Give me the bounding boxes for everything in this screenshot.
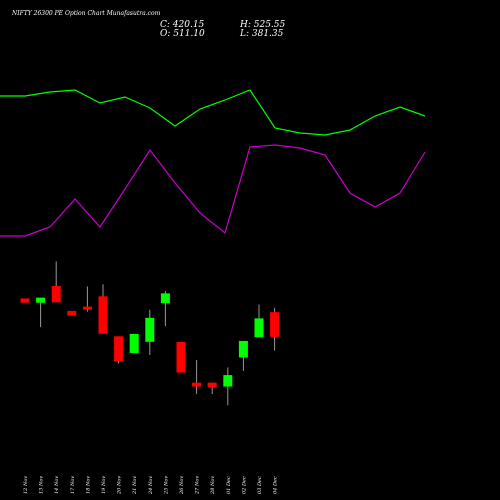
x-tick-label: 13 Nov (39, 476, 45, 494)
candle-body (114, 336, 124, 362)
candle-body (67, 310, 77, 316)
x-tick-label: 19 Nov (101, 476, 107, 494)
candle-body (270, 312, 280, 337)
x-tick-label: 21 Nov (132, 476, 138, 495)
ohlc-open: O: 511.10 (160, 29, 205, 39)
green-indicator-line (0, 89, 426, 136)
x-tick-label: 12 Nov (23, 476, 29, 494)
candle-body (223, 375, 233, 387)
candle-body (207, 382, 217, 388)
x-tick-label: 27 Nov (195, 476, 201, 495)
x-tick-label: 02 Dec (241, 476, 247, 494)
ohlc-low: L: 381.35 (240, 29, 284, 39)
x-tick-label: 20 Nov (117, 476, 123, 495)
candle-body (145, 317, 155, 342)
candle-body (36, 297, 46, 303)
ohlc-high: H: 525.55 (240, 20, 286, 30)
x-tick-label: 03 Dec (257, 476, 263, 494)
x-tick-label: 17 Nov (70, 476, 76, 494)
candle-body (51, 285, 61, 303)
x-tick-label: 24 Nov (148, 476, 154, 495)
candle-body (160, 293, 170, 304)
x-tick-label: 01 Dec (226, 476, 232, 494)
x-tick-label: 26 Nov (179, 476, 185, 495)
candle-body (192, 382, 202, 387)
candle-body (129, 333, 139, 354)
candle-body (238, 340, 248, 358)
candle-body (176, 341, 186, 373)
candle-body (20, 298, 30, 303)
chart-title: NIFTY 26300 PE Option Chart Munafasutra.… (12, 10, 161, 17)
ohlc-close: C: 420.15 (160, 20, 205, 30)
x-tick-label: 14 Nov (54, 476, 60, 494)
candle-body (82, 306, 92, 310)
candle-body (254, 318, 264, 338)
x-tick-label: 18 Nov (85, 476, 91, 494)
magenta-indicator-line (0, 144, 426, 237)
x-tick-label: 04 Dec (273, 476, 279, 494)
candle-body (98, 296, 108, 334)
x-tick-label: 28 Nov (210, 476, 216, 495)
x-tick-label: 25 Nov (163, 476, 169, 495)
